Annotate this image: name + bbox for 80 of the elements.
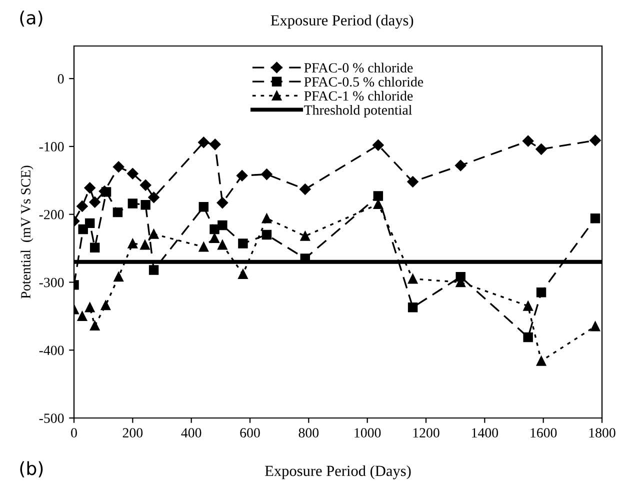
x-axis-title: Exposure Period (Days) [265,465,411,480]
x-tick-label: 1600 [530,428,557,438]
y-tick-label: 0 [58,74,64,84]
y-tick-label: -300 [39,278,64,288]
point [89,196,100,208]
point [198,136,210,148]
x-tick-label: 1800 [589,428,616,438]
point [77,311,88,322]
point [127,168,138,180]
point [209,138,221,150]
point [236,170,248,182]
x-tick-label: 800 [298,428,319,438]
point [373,199,384,210]
point [140,180,152,191]
point [216,197,228,208]
point [261,168,272,180]
point [536,356,546,366]
point [523,301,533,311]
point [148,229,159,239]
point [238,269,248,279]
y-tick-label: -400 [39,346,64,356]
text: (a) [20,10,42,27]
point [218,220,228,230]
point [76,200,88,212]
x-tick-label: 0 [71,428,77,438]
point [140,240,150,250]
y-tick-label: -500 [39,414,64,423]
x-tick-label: 1200 [413,428,440,438]
text: (b) [20,461,43,478]
point [536,288,546,298]
point [590,134,601,146]
point [148,192,160,203]
x-tick-label: 400 [181,428,202,438]
x-tick-label: 600 [240,428,260,438]
x-tick-label: 1000 [354,428,381,438]
point [90,242,100,252]
text: Exposure Period (days) [270,14,414,29]
point [262,230,272,240]
x-tick-label: 200 [122,428,143,438]
legend-label: PFAC-1 % chloride [304,90,413,101]
legend-label: PFAC-0.5 % chloride [304,76,424,87]
point [238,238,248,248]
point [522,135,534,147]
point [140,200,150,210]
point [407,176,418,188]
point [198,242,209,252]
y-tick-label: -200 [39,210,64,220]
x-tick-label: 1400 [472,428,498,438]
point [84,182,96,194]
point [100,300,111,310]
point [373,191,384,201]
point [300,184,311,195]
point [114,272,124,282]
y-tick-label: -100 [39,142,64,152]
legend-label: PFAC-0 % chloride [304,62,413,73]
point [128,198,138,208]
point [112,207,123,218]
point [455,160,466,172]
point [408,274,418,284]
point [408,302,418,312]
point [590,214,600,224]
point [84,302,95,312]
point [198,202,209,212]
point [523,332,533,342]
point [210,224,220,234]
y-axis-title: Potential (mV Vs SCE) [20,166,34,298]
point [590,321,600,332]
point [210,233,220,243]
point [112,161,124,172]
point [536,144,547,155]
point [148,265,159,275]
point [218,240,228,250]
point [101,187,112,197]
point [300,231,310,241]
point [84,218,95,228]
point [372,140,384,151]
point [90,320,100,331]
point [128,238,138,248]
legend-label: Threshold potential [304,104,412,118]
point [262,214,272,224]
